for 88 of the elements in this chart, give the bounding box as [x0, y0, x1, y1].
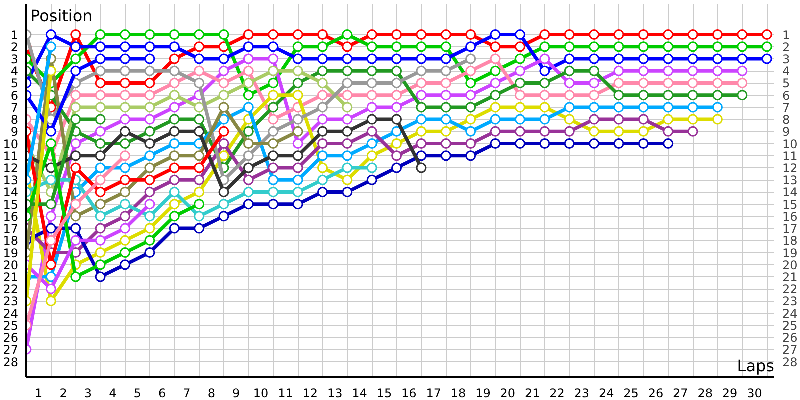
y-tick-label: 18 — [3, 234, 19, 248]
y-tick-label: 23 — [3, 294, 19, 309]
x-tick-label: 26 — [648, 386, 664, 400]
y-tick-label: 4 — [10, 64, 19, 79]
y-tick-label: 22 — [3, 282, 19, 297]
y2-tick-label: 25 — [782, 318, 798, 333]
y-tick-label: 12 — [3, 161, 19, 176]
y2-tick-label: 23 — [782, 294, 798, 309]
y-tick-label: 25 — [3, 318, 19, 333]
x-tick-label: 25 — [624, 386, 639, 400]
y-tick-label: 17 — [3, 222, 19, 236]
y-tick-label: 3 — [10, 52, 19, 66]
y2-tick-label: 8 — [782, 113, 790, 128]
x-tick-label: 21 — [524, 386, 540, 400]
x-tick-label: 20 — [500, 386, 516, 400]
x-tick-label: 30 — [747, 386, 762, 400]
x-tick-label: 10 — [253, 386, 269, 400]
y2-tick-label: 3 — [782, 52, 790, 66]
y-tick-label: 19 — [3, 246, 19, 260]
y2-tick-label: 24 — [782, 306, 798, 321]
x-tick-label: 16 — [402, 386, 417, 400]
y-tick-label: 6 — [10, 88, 19, 103]
y2-tick-label: 4 — [782, 64, 790, 79]
x-tick-label: 5 — [134, 386, 142, 400]
x-tick-label: 2 — [60, 386, 68, 400]
y-tick-label: 28 — [3, 355, 19, 370]
y2-tick-label: 9 — [782, 125, 790, 140]
y-tick-label: 20 — [3, 258, 19, 272]
x-tick-label: 17 — [426, 386, 442, 400]
x-tick-label: 29 — [722, 386, 738, 400]
x-tick-label: 9 — [232, 386, 240, 400]
y2-tick-label: 11 — [782, 149, 798, 164]
x-tick-label: 14 — [352, 386, 368, 400]
x-tick-label: 18 — [450, 386, 466, 400]
y-tick-label: 15 — [3, 198, 19, 212]
y2-tick-label: 12 — [782, 161, 798, 176]
y2-tick-label: 13 — [782, 174, 798, 188]
x-tick-label: 13 — [327, 386, 343, 400]
x-tick-label: 19 — [476, 386, 491, 400]
y2-tick-label: 27 — [782, 343, 798, 358]
y2-tick-label: 17 — [782, 222, 798, 236]
y2-tick-label: 15 — [782, 198, 798, 212]
x-tick-label: 24 — [598, 386, 614, 400]
x-tick-label: 22 — [550, 386, 565, 400]
y-tick-label: 27 — [3, 343, 19, 358]
y2-tick-label: 5 — [782, 76, 790, 91]
y-tick-label: 11 — [3, 149, 19, 164]
y-tick-label: 26 — [3, 331, 19, 346]
y2-tick-label: 14 — [782, 186, 798, 200]
y-tick-label: 8 — [10, 113, 19, 128]
x-tick-label: 28 — [698, 386, 714, 400]
x-tick-label: 3 — [84, 386, 92, 400]
y2-tick-label: 2 — [782, 40, 790, 54]
y2-tick-label: 1 — [782, 28, 790, 42]
y-tick-label: 13 — [3, 174, 19, 188]
x-tick-label: 7 — [183, 386, 191, 400]
y-tick-label: 21 — [3, 270, 19, 284]
x-tick-label: 8 — [208, 386, 216, 400]
x-tick-label: 11 — [278, 386, 294, 400]
y-tick-label: 7 — [10, 100, 19, 115]
x-tick-label: 12 — [302, 386, 318, 400]
y2-tick-label: 20 — [782, 258, 798, 272]
y-axis-title: Position — [30, 6, 93, 26]
y2-tick-label: 6 — [782, 88, 790, 103]
y-tick-label: 5 — [10, 76, 19, 91]
y-tick-label: 9 — [10, 125, 19, 140]
y-tick-label: 1 — [10, 28, 19, 42]
x-tick-label: 6 — [158, 386, 166, 400]
y2-tick-label: 18 — [782, 234, 798, 248]
x-tick-label: 27 — [673, 386, 688, 400]
x-tick-label: 1 — [35, 386, 43, 400]
y2-tick-label: 7 — [782, 100, 790, 115]
y-tick-label: 14 — [3, 186, 19, 200]
x-tick-label: 23 — [574, 386, 590, 400]
y-tick-label: 16 — [3, 210, 19, 224]
y-tick-label: 2 — [10, 40, 19, 54]
y2-tick-label: 26 — [782, 331, 798, 346]
y2-tick-label: 22 — [782, 282, 798, 297]
y2-tick-label: 10 — [782, 137, 798, 152]
y2-tick-label: 19 — [782, 246, 798, 260]
x-tick-label: 15 — [376, 386, 392, 400]
x-tick-label: 4 — [109, 386, 117, 400]
y2-tick-label: 21 — [782, 270, 798, 284]
y-tick-label: 10 — [3, 137, 19, 152]
y2-tick-label: 28 — [782, 355, 798, 370]
x-axis-title: Laps — [737, 356, 775, 376]
y-tick-label: 24 — [3, 306, 19, 321]
y2-tick-label: 16 — [782, 210, 798, 224]
